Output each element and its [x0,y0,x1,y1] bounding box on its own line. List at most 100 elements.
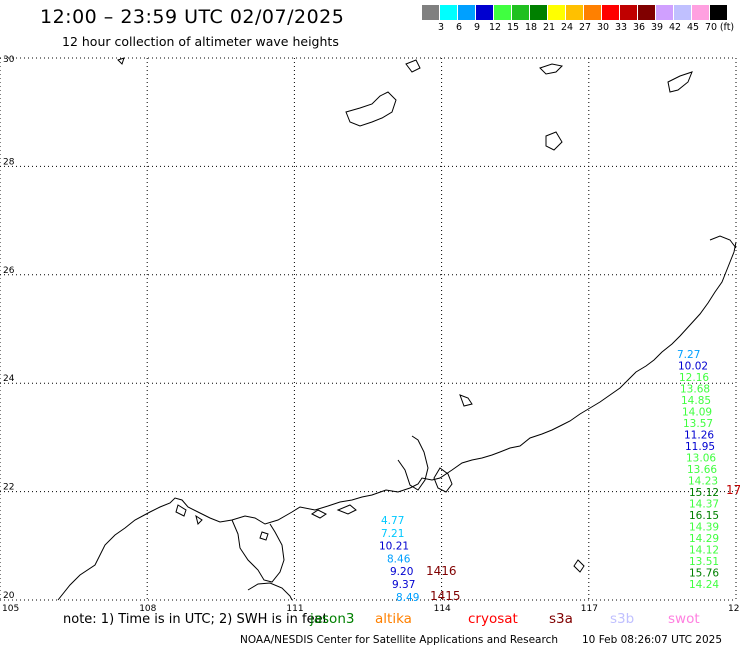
scale-swatch [458,5,475,20]
lake-small-2 [545,131,563,151]
scale-swatch [584,5,601,20]
island-2 [336,504,357,515]
scale-swatch [512,5,529,20]
wave-height-label: 16.15 [689,510,719,522]
mainland-coastline [57,241,737,601]
wave-height-label: 7.21 [381,528,404,540]
wave-height-label: 8.49 [396,592,419,604]
leizhou-peninsula [231,519,285,583]
lake-east [667,71,693,93]
wave-height-label: 1416 [426,564,457,578]
wave-height-label: 13.68 [680,384,710,396]
scale-label: 15 [506,22,520,33]
lon-tick-label: 108 [139,604,156,614]
island-1 [433,467,453,493]
lat-tick-label: 24 [3,374,15,384]
wave-height-label: 10.21 [379,541,409,553]
scale-label: 30 [596,22,610,33]
lat-lon-grid [0,57,737,601]
island-4 [175,504,187,517]
island-6 [573,559,585,573]
wave-height-label: 11.95 [685,441,715,453]
lat-tick-label: 26 [3,266,15,276]
scale-label: 9 [473,22,481,33]
scale-swatch [620,5,637,20]
island-3 [311,509,327,519]
scale-swatch [638,5,655,20]
lon-tick-label: 114 [434,604,451,614]
island-5 [459,394,473,407]
scale-swatch [692,5,709,20]
scale-label: 27 [578,22,592,33]
wave-height-label: 1415 [430,589,461,603]
satellite-legend-cryosat: cryosat [468,611,518,627]
scale-label: 39 [650,22,664,33]
credit-line: NOAA/NESDIS Center for Satellite Applica… [240,634,558,646]
wave-height-label: 15.12 [689,487,719,499]
wave-height-label: 12.16 [679,372,709,384]
lat-tick-label: 28 [3,157,15,167]
scale-swatch [530,5,547,20]
scale-swatch [422,5,439,20]
hainan-coastline [247,582,293,601]
scale-label: 3 [437,22,445,33]
scale-label: 6 [455,22,463,33]
scale-label: 24 [560,22,574,33]
island-8 [259,531,269,541]
wave-height-label: 9.37 [392,579,415,591]
scale-unit: (ft) [719,22,735,33]
wave-height-label: 14.24 [689,579,719,591]
wave-height-label: 14.39 [689,522,719,534]
credit-timestamp: 10 Feb 08:26:07 UTC 2025 [582,634,722,646]
lake-small-1 [539,63,564,75]
satellite-legend-swot: swot [668,611,700,627]
lat-tick-label: 22 [3,483,14,493]
wave-height-label: 14.12 [689,545,719,557]
satellite-legend-s3b: s3b [610,611,635,627]
lon-tick-label: 120 [728,604,740,614]
scale-label: 21 [542,22,556,33]
wave-height-label: 15.76 [689,568,719,580]
scale-swatch [548,5,565,20]
satellite-legend-s3a: s3a [549,611,573,627]
scale-swatch [674,5,691,20]
satellite-legend-jason3: jason3 [310,611,355,627]
footer-note: note: 1) Time is in UTC; 2) SWH is in fe… [63,612,328,627]
wave-height-label: 14.23 [688,476,718,488]
scale-swatch [656,5,673,20]
page-title: 12:00 – 23:59 UTC 02/07/2025 [40,6,345,28]
wave-height-label: 8.46 [387,553,411,565]
scale-label: 33 [614,22,628,33]
scale-swatch [566,5,583,20]
lon-tick-label: 105 [2,604,19,614]
axis-labels: 105 108 111 114 117 120 30 28 26 24 22 20 [2,55,740,614]
coast-ne [709,235,737,249]
scale-swatch [710,5,727,20]
wave-height-label: 13.06 [686,453,716,465]
lon-tick-label: 117 [581,604,598,614]
wave-height-label: 7.27 [677,349,700,361]
scale-swatch [440,5,457,20]
wave-height-label: 14.29 [689,533,719,545]
scale-label: 70 [704,22,718,33]
scale-swatch [602,5,619,20]
wave-height-label: 10.02 [678,361,708,373]
scale-swatch [476,5,493,20]
lat-tick-label: 20 [3,591,15,601]
lake-north [345,91,397,127]
scale-label: 18 [524,22,538,33]
wave-height-label: 14.37 [689,499,719,511]
scale-label: 45 [686,22,700,33]
lat-tick-label: 30 [3,55,15,65]
wave-height-label: 13.57 [683,418,713,430]
scale-swatch [494,5,511,20]
wave-height-label: 13.66 [687,464,717,476]
lake-small-3 [405,59,421,73]
wave-height-label: 17 [726,483,740,497]
lon-tick-label: 111 [286,604,303,614]
pearl-river-delta [397,435,429,491]
wave-height-label: 4.77 [381,515,404,527]
scale-label: 36 [632,22,646,33]
coastline [57,57,737,601]
